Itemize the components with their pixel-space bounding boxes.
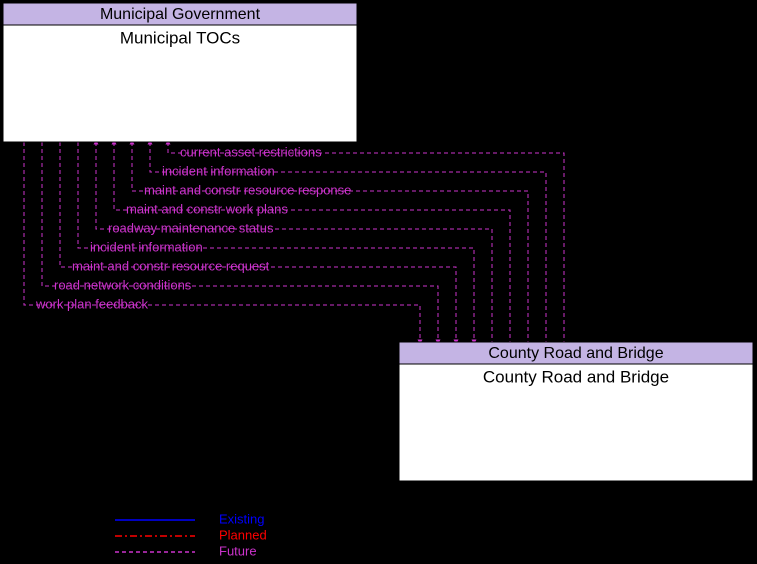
flow-label: current asset restrictions: [180, 144, 322, 159]
flow-label: roadway maintenance status: [108, 220, 274, 235]
flow-label: maint and constr resource response: [144, 182, 351, 197]
flow-label: incident information: [90, 239, 203, 254]
box-header-text: County Road and Bridge: [488, 345, 663, 362]
box-body-text: County Road and Bridge: [483, 367, 669, 386]
box-body-text: Municipal TOCs: [120, 28, 240, 47]
flow-label: maint and constr work plans: [126, 201, 288, 216]
box-header-text: Municipal Government: [100, 6, 261, 23]
legend-label: Existing: [219, 511, 265, 526]
flow-label: maint and constr resource request: [72, 258, 270, 273]
flow-label: road network conditions: [54, 277, 192, 292]
flow-label: work plan feedback: [35, 296, 149, 311]
diagram-canvas: current asset restrictions incident infor…: [0, 0, 757, 564]
flow-1: incident information: [150, 142, 546, 342]
legend-label: Planned: [219, 527, 267, 542]
box-top: Municipal Government Municipal TOCs: [3, 3, 357, 142]
box-bottom: County Road and Bridge County Road and Br…: [399, 342, 753, 481]
legend: ExistingPlannedFuture: [115, 511, 267, 558]
flow-label: incident information: [162, 163, 275, 178]
legend-label: Future: [219, 543, 257, 558]
